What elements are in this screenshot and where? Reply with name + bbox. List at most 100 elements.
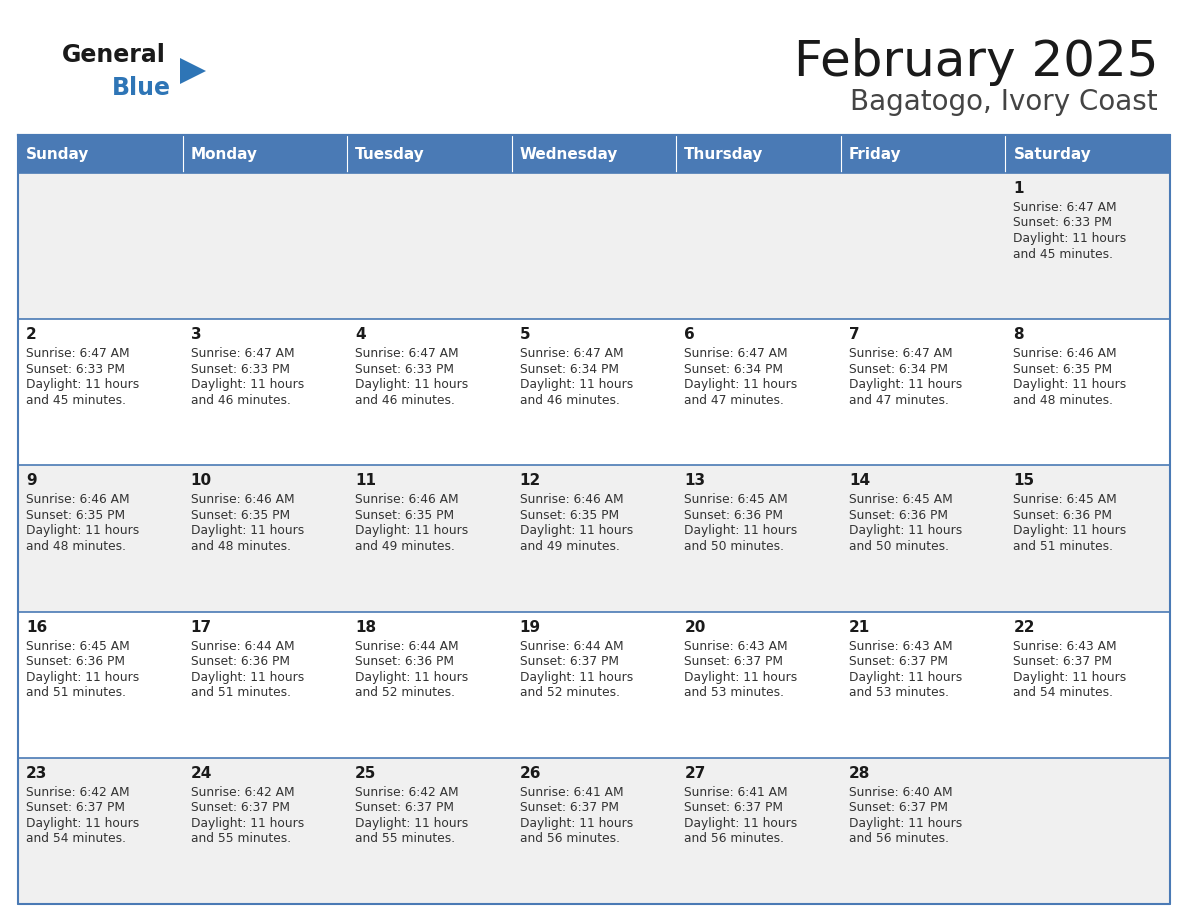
Text: and 52 minutes.: and 52 minutes. [355, 686, 455, 700]
Text: Daylight: 11 hours: Daylight: 11 hours [1013, 378, 1126, 391]
Text: 4: 4 [355, 327, 366, 342]
Text: 19: 19 [519, 620, 541, 634]
Text: Sunset: 6:37 PM: Sunset: 6:37 PM [190, 801, 290, 814]
Text: and 45 minutes.: and 45 minutes. [26, 394, 126, 407]
Text: 9: 9 [26, 474, 37, 488]
Bar [1005, 465, 1170, 611]
Text: Sunrise: 6:44 AM: Sunrise: 6:44 AM [190, 640, 295, 653]
Text: and 56 minutes.: and 56 minutes. [849, 833, 949, 845]
Text: Sunset: 6:37 PM: Sunset: 6:37 PM [1013, 655, 1112, 668]
Bar [18, 173, 183, 319]
Text: 10: 10 [190, 474, 211, 488]
Text: Sunset: 6:35 PM: Sunset: 6:35 PM [26, 509, 125, 522]
Bar [347, 611, 512, 757]
Text: Sunrise: 6:44 AM: Sunrise: 6:44 AM [519, 640, 624, 653]
Text: Daylight: 11 hours: Daylight: 11 hours [355, 524, 468, 537]
Bar [512, 465, 676, 611]
Text: 17: 17 [190, 620, 211, 634]
Bar [347, 465, 512, 611]
Text: Sunrise: 6:47 AM: Sunrise: 6:47 AM [355, 347, 459, 360]
Bar [841, 757, 1005, 904]
Bar [676, 611, 841, 757]
Text: and 53 minutes.: and 53 minutes. [849, 686, 949, 700]
Text: Sunrise: 6:46 AM: Sunrise: 6:46 AM [190, 493, 295, 507]
Text: Sunrise: 6:41 AM: Sunrise: 6:41 AM [519, 786, 624, 799]
Text: Sunrise: 6:42 AM: Sunrise: 6:42 AM [26, 786, 129, 799]
Text: Sunset: 6:37 PM: Sunset: 6:37 PM [355, 801, 454, 814]
Text: and 46 minutes.: and 46 minutes. [519, 394, 620, 407]
Text: Sunset: 6:36 PM: Sunset: 6:36 PM [1013, 509, 1112, 522]
Text: Sunrise: 6:47 AM: Sunrise: 6:47 AM [26, 347, 129, 360]
Text: 21: 21 [849, 620, 870, 634]
Bar [676, 135, 841, 173]
Text: and 51 minutes.: and 51 minutes. [26, 686, 126, 700]
Text: Sunrise: 6:46 AM: Sunrise: 6:46 AM [26, 493, 129, 507]
Text: Sunset: 6:35 PM: Sunset: 6:35 PM [355, 509, 454, 522]
Text: 12: 12 [519, 474, 541, 488]
Text: Sunrise: 6:47 AM: Sunrise: 6:47 AM [519, 347, 624, 360]
Text: Bagatogo, Ivory Coast: Bagatogo, Ivory Coast [851, 88, 1158, 116]
Text: Sunrise: 6:47 AM: Sunrise: 6:47 AM [684, 347, 788, 360]
Text: Sunrise: 6:43 AM: Sunrise: 6:43 AM [1013, 640, 1117, 653]
Bar [1005, 611, 1170, 757]
Text: Saturday: Saturday [1013, 147, 1092, 162]
Text: 22: 22 [1013, 620, 1035, 634]
Text: 28: 28 [849, 766, 871, 781]
Bar [183, 135, 347, 173]
Text: Sunrise: 6:43 AM: Sunrise: 6:43 AM [849, 640, 953, 653]
Text: Sunset: 6:33 PM: Sunset: 6:33 PM [1013, 217, 1112, 230]
Bar [18, 465, 183, 611]
Text: and 45 minutes.: and 45 minutes. [1013, 248, 1113, 261]
Text: Sunrise: 6:46 AM: Sunrise: 6:46 AM [1013, 347, 1117, 360]
Bar [183, 319, 347, 465]
Bar [1005, 135, 1170, 173]
Text: Sunrise: 6:45 AM: Sunrise: 6:45 AM [26, 640, 129, 653]
Text: Sunset: 6:35 PM: Sunset: 6:35 PM [1013, 363, 1112, 375]
Bar [676, 173, 841, 319]
Text: Sunrise: 6:45 AM: Sunrise: 6:45 AM [1013, 493, 1117, 507]
Bar [183, 611, 347, 757]
Text: Daylight: 11 hours: Daylight: 11 hours [190, 524, 304, 537]
Text: Daylight: 11 hours: Daylight: 11 hours [849, 817, 962, 830]
Text: Daylight: 11 hours: Daylight: 11 hours [355, 378, 468, 391]
Text: Sunset: 6:36 PM: Sunset: 6:36 PM [355, 655, 454, 668]
Text: Monday: Monday [190, 147, 258, 162]
Text: Daylight: 11 hours: Daylight: 11 hours [26, 671, 139, 684]
Text: 1: 1 [1013, 181, 1024, 196]
Text: and 51 minutes.: and 51 minutes. [190, 686, 291, 700]
Text: Sunset: 6:37 PM: Sunset: 6:37 PM [519, 655, 619, 668]
Text: and 55 minutes.: and 55 minutes. [190, 833, 291, 845]
Text: 8: 8 [1013, 327, 1024, 342]
Text: Sunset: 6:37 PM: Sunset: 6:37 PM [849, 655, 948, 668]
Text: Daylight: 11 hours: Daylight: 11 hours [1013, 232, 1126, 245]
Text: and 55 minutes.: and 55 minutes. [355, 833, 455, 845]
Text: Sunset: 6:34 PM: Sunset: 6:34 PM [684, 363, 783, 375]
Text: 5: 5 [519, 327, 530, 342]
Bar [18, 611, 183, 757]
Bar [347, 135, 512, 173]
Bar [347, 319, 512, 465]
Text: Sunset: 6:37 PM: Sunset: 6:37 PM [684, 655, 783, 668]
Text: Sunrise: 6:42 AM: Sunrise: 6:42 AM [190, 786, 295, 799]
Text: and 54 minutes.: and 54 minutes. [1013, 686, 1113, 700]
Text: Sunset: 6:34 PM: Sunset: 6:34 PM [519, 363, 619, 375]
Text: Sunrise: 6:43 AM: Sunrise: 6:43 AM [684, 640, 788, 653]
Text: Daylight: 11 hours: Daylight: 11 hours [26, 524, 139, 537]
Text: Sunrise: 6:45 AM: Sunrise: 6:45 AM [849, 493, 953, 507]
Text: and 56 minutes.: and 56 minutes. [684, 833, 784, 845]
Bar [1005, 757, 1170, 904]
Bar [841, 465, 1005, 611]
Text: 14: 14 [849, 474, 870, 488]
Text: Sunset: 6:37 PM: Sunset: 6:37 PM [519, 801, 619, 814]
Text: Sunset: 6:36 PM: Sunset: 6:36 PM [684, 509, 783, 522]
Text: Thursday: Thursday [684, 147, 764, 162]
Text: 16: 16 [26, 620, 48, 634]
Text: Sunset: 6:35 PM: Sunset: 6:35 PM [190, 509, 290, 522]
Bar [512, 757, 676, 904]
Bar [841, 611, 1005, 757]
Bar [183, 757, 347, 904]
Text: Wednesday: Wednesday [519, 147, 618, 162]
Text: Sunset: 6:36 PM: Sunset: 6:36 PM [849, 509, 948, 522]
Text: Sunset: 6:33 PM: Sunset: 6:33 PM [355, 363, 454, 375]
Text: Friday: Friday [849, 147, 902, 162]
